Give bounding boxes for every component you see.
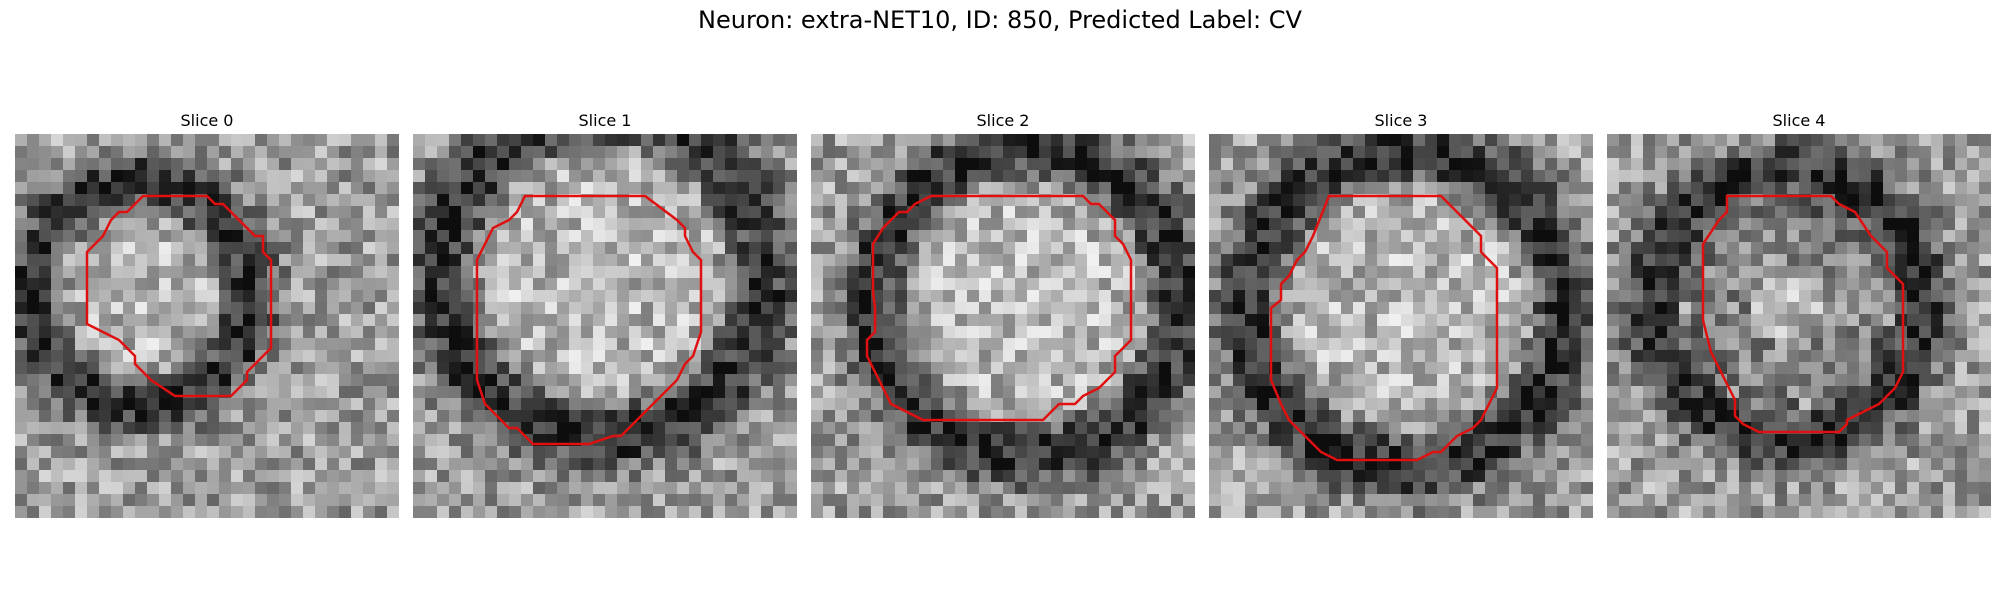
- slice-title: Slice 1: [413, 108, 797, 134]
- slice-title: Slice 3: [1209, 108, 1593, 134]
- slice-panel-4: Slice 4: [1607, 108, 1991, 518]
- slice-title: Slice 4: [1607, 108, 1991, 134]
- slice-image: [1607, 134, 1991, 518]
- slice-title: Slice 0: [15, 108, 399, 134]
- slice-image: [15, 134, 399, 518]
- figure-title: Neuron: extra-NET10, ID: 850, Predicted …: [0, 6, 2000, 34]
- slice-panel-2: Slice 2: [811, 108, 1195, 518]
- noise-grid: [413, 134, 797, 518]
- noise-grid: [15, 134, 399, 518]
- slice-image: [413, 134, 797, 518]
- noise-grid: [1607, 134, 1991, 518]
- noise-grid: [811, 134, 1195, 518]
- slice-panel-0: Slice 0: [15, 108, 399, 518]
- slice-panel-1: Slice 1: [413, 108, 797, 518]
- slice-panel-3: Slice 3: [1209, 108, 1593, 518]
- slice-title: Slice 2: [811, 108, 1195, 134]
- slice-image: [811, 134, 1195, 518]
- slice-image: [1209, 134, 1593, 518]
